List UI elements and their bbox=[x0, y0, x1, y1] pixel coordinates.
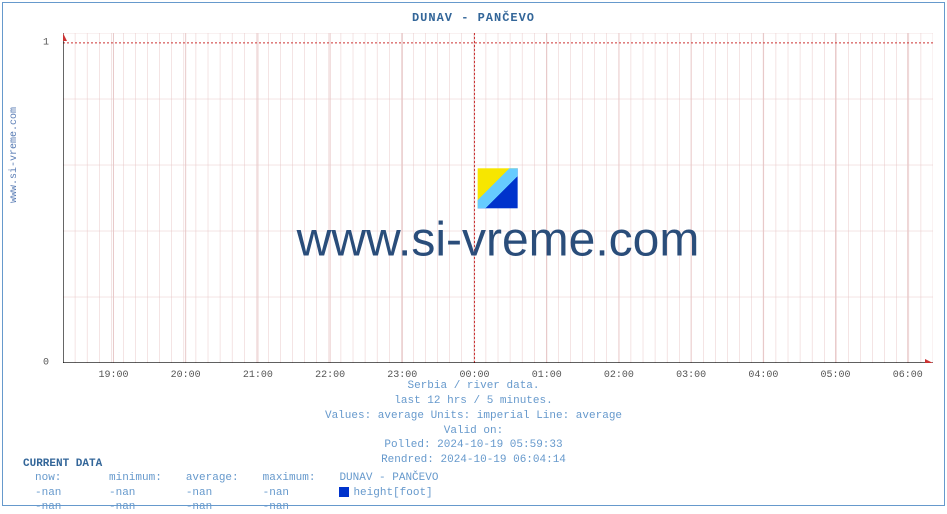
table-header-row: now: minimum: average: maximum: DUNAV - … bbox=[23, 471, 450, 485]
col-header: maximum: bbox=[251, 471, 328, 485]
legend-label: height[foot] bbox=[353, 487, 432, 499]
cell-now: -nan bbox=[23, 486, 97, 500]
legend-swatch-icon bbox=[339, 487, 349, 497]
col-header: average: bbox=[174, 471, 251, 485]
cell-legend: height[foot] bbox=[327, 486, 450, 500]
col-header: now: bbox=[23, 471, 97, 485]
chart-svg bbox=[63, 33, 933, 363]
current-data-block: CURRENT DATA now: minimum: average: maxi… bbox=[23, 457, 450, 514]
table-row: -nan -nan -nan -nan height[foot] bbox=[23, 486, 450, 500]
page-frame: www.si-vreme.com DUNAV - PANČEVO 0 1 19:… bbox=[2, 2, 945, 506]
chart-title: DUNAV - PANČEVO bbox=[3, 11, 944, 25]
meta-polled: Polled: 2024-10-19 05:59:33 bbox=[3, 438, 944, 453]
cell-min: -nan bbox=[97, 486, 174, 500]
meta-values: Values: average Units: imperial Line: av… bbox=[3, 409, 944, 424]
cell-max: -nan bbox=[251, 486, 328, 500]
y-tick-label: 0 bbox=[43, 358, 49, 369]
cell-max: -nan bbox=[251, 500, 328, 514]
meta-range: last 12 hrs / 5 minutes. bbox=[3, 394, 944, 409]
chart-metadata: Serbia / river data. last 12 hrs / 5 min… bbox=[3, 379, 944, 468]
cell-min: -nan bbox=[97, 500, 174, 514]
cell-now: -nan bbox=[23, 500, 97, 514]
meta-source: Serbia / river data. bbox=[3, 379, 944, 394]
current-data-header: CURRENT DATA bbox=[23, 457, 450, 471]
site-credit: www.si-vreme.com bbox=[9, 107, 20, 203]
table-row: -nan -nan -nan -nan bbox=[23, 500, 450, 514]
y-tick-label: 1 bbox=[43, 37, 49, 48]
cell-legend bbox=[327, 500, 450, 514]
col-header: minimum: bbox=[97, 471, 174, 485]
cell-avg: -nan bbox=[174, 486, 251, 500]
chart-plot-area: 0 1 19:00 20:00 21:00 22:00 23:00 00:00 … bbox=[63, 33, 933, 363]
cell-avg: -nan bbox=[174, 500, 251, 514]
meta-valid-on: Valid on: bbox=[3, 424, 944, 439]
col-header: DUNAV - PANČEVO bbox=[327, 471, 450, 485]
